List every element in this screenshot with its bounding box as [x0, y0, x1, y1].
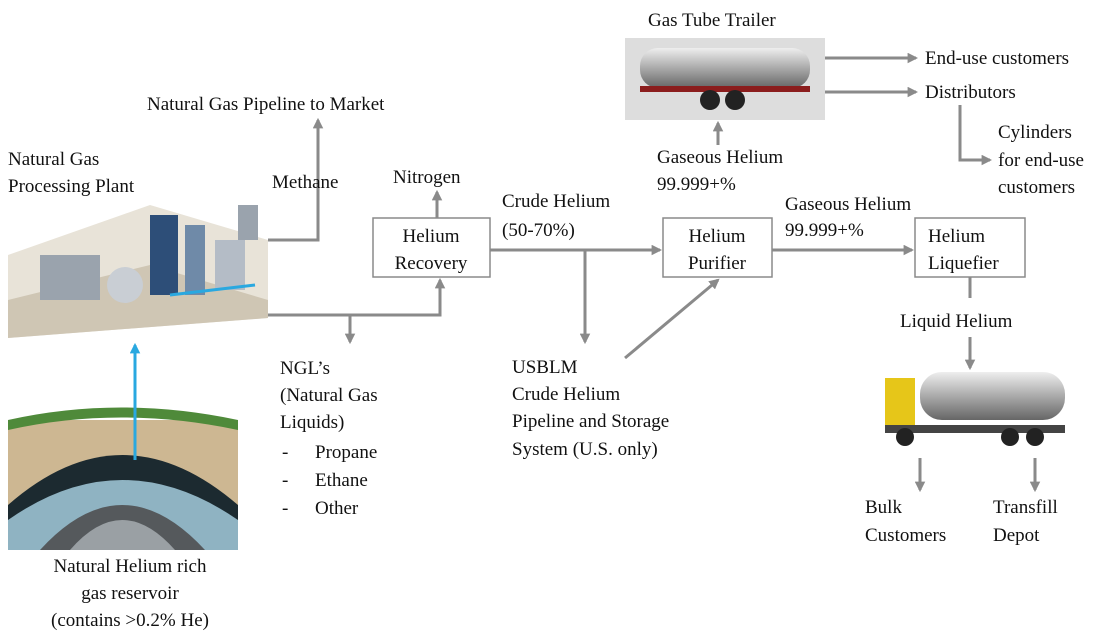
label: Processing Plant	[8, 176, 135, 197]
label: Bulk	[865, 497, 902, 518]
label: Depot	[993, 525, 1040, 546]
label: Methane	[272, 172, 338, 193]
box-label: Helium	[689, 226, 746, 247]
trailer-illustration	[625, 38, 825, 120]
diagram: Natural Gas Processing Plant Natural Hel…	[0, 0, 1107, 632]
label: Gas Tube Trailer	[648, 10, 776, 31]
label: Natural Gas Pipeline to Market	[147, 94, 385, 115]
label: Natural Gas	[8, 149, 99, 170]
label: Cylinders	[998, 122, 1072, 143]
label: Distributors	[925, 82, 1016, 103]
label: End-use customers	[925, 48, 1069, 69]
list-item: Propane	[315, 442, 377, 463]
label: System (U.S. only)	[512, 439, 658, 460]
label: Crude Helium	[512, 384, 620, 405]
list-item: Ethane	[315, 470, 368, 491]
label: (Natural Gas	[280, 385, 378, 406]
box-label: Helium	[928, 226, 985, 247]
label: (50-70%)	[502, 220, 575, 241]
label: USBLM	[512, 357, 578, 378]
label: (contains >0.2% He)	[51, 610, 209, 631]
box-label: Recovery	[395, 253, 468, 274]
label: Pipeline and Storage	[512, 411, 669, 432]
label: Gaseous Helium	[657, 147, 783, 168]
bullet: -	[282, 442, 288, 463]
bullet: -	[282, 498, 288, 519]
label: Liquid Helium	[900, 311, 1013, 332]
label: Transfill	[993, 497, 1058, 518]
label: 99.999+%	[785, 220, 864, 241]
label: for end-use	[998, 150, 1084, 171]
label: Crude Helium	[502, 191, 610, 212]
box-label: Liquefier	[928, 253, 999, 274]
label: Natural Helium rich	[53, 556, 207, 577]
bullet: -	[282, 470, 288, 491]
label: Customers	[865, 525, 946, 546]
label: gas reservoir	[81, 583, 179, 604]
truck-illustration	[885, 372, 1065, 446]
label: Nitrogen	[393, 167, 461, 188]
box-label: Purifier	[688, 253, 747, 274]
label: customers	[998, 177, 1075, 198]
label: Liquids)	[280, 412, 344, 433]
label: 99.999+%	[657, 174, 736, 195]
box-label: Helium	[403, 226, 460, 247]
reservoir-illustration	[8, 408, 238, 551]
list-item: Other	[315, 498, 359, 519]
label: NGL’s	[280, 358, 330, 379]
label: Gaseous Helium	[785, 194, 911, 215]
plant-illustration	[8, 205, 268, 338]
